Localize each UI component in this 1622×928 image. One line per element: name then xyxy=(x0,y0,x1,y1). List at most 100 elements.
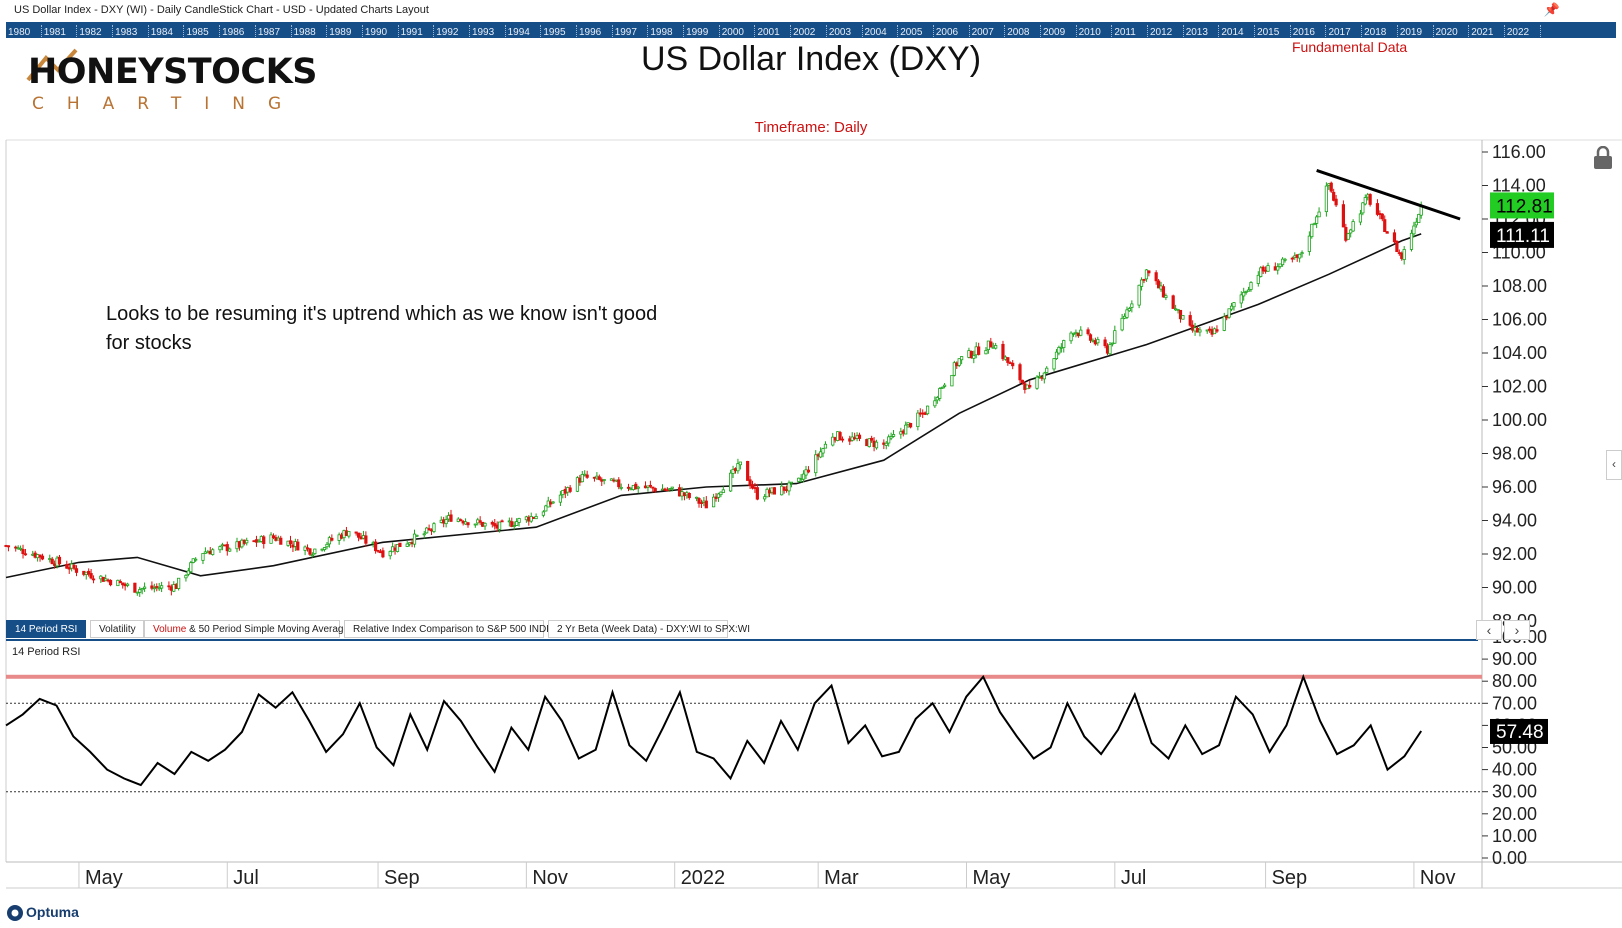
candle-body xyxy=(933,400,937,407)
year-label[interactable]: 1981 xyxy=(42,25,78,38)
x-tick-label: Jul xyxy=(1121,867,1147,889)
candle-body xyxy=(138,589,142,593)
candle-body xyxy=(1181,315,1185,320)
year-label[interactable]: 2011 xyxy=(1112,25,1148,38)
price-tick-label: 104.00 xyxy=(1492,343,1547,363)
candle-body xyxy=(269,534,273,544)
candle-body xyxy=(1035,376,1039,389)
candle-body xyxy=(1229,305,1234,310)
year-navigator[interactable]: 1980 1981 1982 1983 1984 1985 1986 1987 1988 1989… xyxy=(6,22,1616,38)
year-label[interactable]: 1999 xyxy=(684,25,720,38)
lock-icon[interactable] xyxy=(1592,146,1614,170)
candle-body xyxy=(634,483,638,490)
candle-body xyxy=(1011,362,1015,367)
candle-body xyxy=(1315,216,1319,224)
candle-body xyxy=(585,474,589,478)
year-label[interactable]: 1986 xyxy=(220,25,256,38)
year-label[interactable]: 1988 xyxy=(292,25,328,38)
year-label[interactable]: 2016 xyxy=(1291,25,1327,38)
year-label[interactable]: 2017 xyxy=(1326,25,1363,38)
candle-body xyxy=(1088,334,1093,341)
year-label[interactable]: 2004 xyxy=(863,25,899,38)
year-label[interactable]: 2015 xyxy=(1255,25,1291,38)
year-label[interactable]: 1989 xyxy=(327,25,363,38)
year-label[interactable]: 1982 xyxy=(77,25,114,38)
year-label[interactable]: 1996 xyxy=(577,25,613,38)
tab-scroll-left-button[interactable]: ‹ xyxy=(1476,620,1502,640)
year-label[interactable]: 1992 xyxy=(434,25,470,38)
candle-body xyxy=(840,438,845,441)
candle-body xyxy=(943,384,947,387)
candle-body xyxy=(580,474,584,483)
year-label[interactable]: 2005 xyxy=(898,25,934,38)
candle-body xyxy=(160,585,164,589)
year-label[interactable]: 2020 xyxy=(1434,25,1470,38)
candle-body xyxy=(887,436,891,444)
candle-body xyxy=(746,460,750,481)
year-label[interactable]: 2010 xyxy=(1077,25,1113,38)
year-label[interactable]: 2003 xyxy=(827,25,863,38)
year-label[interactable]: 1993 xyxy=(470,25,506,38)
tab-rsi[interactable]: 14 Period RSI xyxy=(6,620,86,638)
year-label[interactable]: 2009 xyxy=(1041,25,1077,38)
year-label[interactable]: 1980 xyxy=(6,25,42,38)
year-label[interactable]: 1985 xyxy=(184,25,221,38)
tab-volatility[interactable]: Volatility xyxy=(90,620,144,638)
year-label[interactable]: 2013 xyxy=(1184,25,1220,38)
candle-body xyxy=(1385,231,1389,234)
price-tick-label: 96.00 xyxy=(1492,477,1537,497)
year-label[interactable]: 1991 xyxy=(399,25,435,38)
year-label[interactable]: 2014 xyxy=(1219,25,1256,38)
year-label[interactable]: 1990 xyxy=(363,25,399,38)
x-tick-label: 2022 xyxy=(681,867,726,889)
collapse-panel-button[interactable]: ‹ xyxy=(1606,450,1622,480)
year-label[interactable]: 2001 xyxy=(755,25,792,38)
tab-beta[interactable]: 2 Yr Beta (Week Data) - DXY:WI to SPX:WI xyxy=(548,620,750,638)
year-label[interactable]: 2012 xyxy=(1148,25,1184,38)
candle-body xyxy=(6,545,11,548)
year-label[interactable]: 1994 xyxy=(506,25,542,38)
candle-body xyxy=(568,487,572,492)
candle-body xyxy=(940,386,944,389)
x-tick-label: Nov xyxy=(1420,867,1456,889)
rsi-tick-label: 40.00 xyxy=(1492,760,1537,780)
year-label[interactable]: 1998 xyxy=(648,25,685,38)
year-label[interactable]: 2018 xyxy=(1362,25,1398,38)
year-label[interactable]: 1987 xyxy=(256,25,292,38)
year-label[interactable]: 2019 xyxy=(1398,25,1434,38)
candle-body xyxy=(427,528,431,530)
candle-body xyxy=(972,354,976,359)
rsi-tick-label: 20.00 xyxy=(1492,804,1537,824)
year-label[interactable]: 2021 xyxy=(1469,25,1505,38)
candle-body xyxy=(515,521,519,526)
candle-body xyxy=(989,341,993,348)
candle-body xyxy=(432,523,436,533)
trendline[interactable] xyxy=(1316,169,1461,221)
candle-body xyxy=(279,537,283,545)
year-label[interactable]: 1983 xyxy=(113,25,149,38)
candle-body xyxy=(150,585,154,589)
rsi-tick-label: 10.00 xyxy=(1492,826,1537,846)
tab-relative-index[interactable]: Relative Index Comparison to S&P 500 IND… xyxy=(344,620,560,638)
year-label[interactable]: 2022 xyxy=(1505,25,1541,38)
tab-volume[interactable]: Volume & 50 Period Simple Moving Average xyxy=(144,620,349,638)
year-label[interactable]: 2008 xyxy=(1005,25,1041,38)
candle-body xyxy=(884,442,888,446)
year-label[interactable]: 1997 xyxy=(613,25,649,38)
year-label[interactable]: 2007 xyxy=(970,25,1006,38)
candle-body xyxy=(772,487,776,495)
year-label[interactable]: 1984 xyxy=(149,25,185,38)
candle-body xyxy=(449,514,453,522)
year-label[interactable]: 2000 xyxy=(720,25,756,38)
year-label[interactable]: 1995 xyxy=(541,25,577,38)
tab-scroll-right-button[interactable]: › xyxy=(1504,620,1530,640)
year-label[interactable]: 2006 xyxy=(934,25,970,38)
candle-body xyxy=(1380,213,1384,220)
fundamental-data-link[interactable]: Fundamental Data xyxy=(1292,39,1408,55)
candle-body xyxy=(712,496,716,508)
candle-body xyxy=(72,564,76,569)
year-label[interactable]: 2002 xyxy=(791,25,827,38)
candle-body xyxy=(806,469,811,473)
pin-icon[interactable]: 📌 xyxy=(1543,2,1560,17)
